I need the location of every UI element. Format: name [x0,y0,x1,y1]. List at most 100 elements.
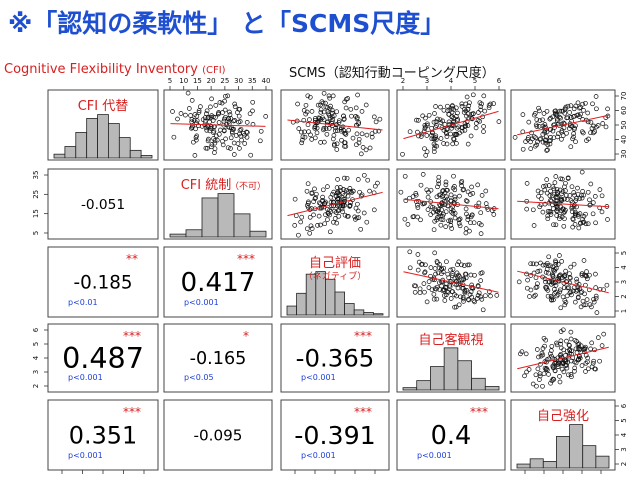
scatter-point-r3-c4 [591,358,597,364]
scatter-point-r2-c4 [579,272,585,278]
scatter-point-r0-c2 [354,116,360,122]
scatter-point-r1-c4 [552,180,558,185]
scatter-point-r1-c4 [587,197,592,203]
scatter-point-r1-c2 [358,193,364,199]
scatter-point-r1-c4 [560,206,566,212]
scatter-point-r0-c2 [367,145,373,151]
scatter-point-r0-c1 [228,146,233,151]
scatter-point-r2-c3 [459,262,464,268]
scatter-point-r0-c2 [299,129,304,135]
scatter-point-r3-c4 [548,380,553,386]
scatter-point-r0-c1 [248,152,254,158]
scatter-point-r1-c4 [545,216,551,222]
scatter-point-r0-c4 [544,129,550,135]
scatter-point-r0-c1 [225,116,231,121]
tick-label-right-r2: 3 [620,280,628,284]
diagonal-sublabel-2: （ネガティブ） [304,270,366,282]
scatter-point-r2-c4 [591,299,597,305]
scatter-point-r1-c4 [557,213,563,219]
hist-bar-v0-b8 [140,155,153,159]
scatter-point-r0-c3 [462,107,467,112]
scatter-point-r2-c4 [524,285,530,291]
scatter-point-r2-c4 [564,285,570,291]
scatter-point-r0-c2 [343,132,349,137]
trend-line-r0-c2 [287,119,383,131]
scatter-point-r3-c4 [592,366,598,372]
scatter-point-r1-c4 [605,217,610,222]
scatter-point-r0-c1 [236,113,242,119]
scatter-point-r1-c2 [307,230,313,236]
scatter-point-r1-c2 [325,206,330,212]
scatter-point-r1-c3 [475,182,481,188]
scatter-point-r3-c4 [523,351,529,357]
scatter-point-r0-c3 [430,130,435,136]
scatter-point-r0-c2 [303,111,309,117]
correlation-value-r3-c1: -0.165 [190,349,247,369]
scatter-point-r1-c2 [357,189,362,195]
scatter-point-r1-c3 [420,172,426,177]
scatter-point-r0-c4 [591,130,596,136]
scatter-point-r0-c3 [496,119,502,124]
scatter-point-r0-c1 [193,126,198,132]
scatter-point-r2-c3 [456,302,462,308]
scatter-point-r1-c2 [341,175,347,181]
scatter-point-r0-c3 [488,101,493,107]
tick-label-right-r0: 70 [620,92,628,101]
scatter-point-r0-c3 [453,131,459,137]
scatter-point-r0-c1 [244,134,250,140]
scatter-point-r1-c4 [583,211,588,217]
scatter-point-r0-c3 [491,101,496,106]
scatter-point-r3-c4 [585,359,590,365]
scatter-point-r2-c3 [424,299,430,305]
scatter-point-r1-c3 [418,182,424,188]
scatter-point-r0-c4 [605,106,610,112]
scatter-point-r3-c4 [572,365,578,371]
scatter-point-r1-c2 [320,197,325,203]
scatter-point-r1-c3 [456,220,462,226]
scatter-point-r1-c3 [440,188,446,193]
scatter-point-r0-c2 [315,102,321,108]
diagonal-label-4: 自己強化 [537,409,589,424]
p-value-r3-c2: p<0.001 [301,373,336,382]
scatter-point-r0-c2 [309,109,315,114]
scatter-point-r1-c2 [327,229,333,235]
scatter-point-r2-c3 [475,284,481,289]
scatter-point-r1-c4 [567,193,573,198]
scatter-point-r2-c4 [550,273,556,279]
scatter-point-r1-c3 [463,198,469,203]
scatter-point-r3-c4 [543,337,549,343]
scatter-point-r1-c2 [320,194,325,200]
scatter-point-r0-c1 [216,131,222,137]
scatter-point-r0-c3 [451,136,457,142]
scatter-point-r0-c1 [220,142,226,148]
scatter-point-r1-c2 [323,212,328,218]
scatter-point-r1-c3 [415,205,421,210]
scatter-point-r2-c3 [480,307,486,313]
scatter-point-r1-c2 [305,181,311,187]
scatter-point-r1-c2 [304,226,310,232]
scatter-point-r2-c3 [422,289,427,295]
scatter-point-r2-c3 [440,269,446,275]
scatter-point-r2-c3 [472,272,477,278]
scatter-point-r0-c3 [432,143,438,149]
scatter-point-r1-c3 [442,202,448,208]
scatter-point-r1-c2 [320,187,326,193]
scatter-point-r2-c4 [575,295,581,301]
scatter-point-r0-c3 [400,151,405,157]
scatter-point-r0-c3 [423,115,428,121]
scatter-point-r2-c3 [441,293,447,298]
scatter-point-r1-c3 [478,231,484,236]
scatter-point-r2-c4 [554,293,560,299]
tick-label-right-r4: 6 [620,403,628,408]
scatter-point-r0-c3 [468,133,474,139]
scatter-point-r0-c1 [211,128,217,134]
scatter-point-r0-c2 [334,128,340,133]
scatter-point-r0-c1 [171,134,177,140]
scatter-point-r1-c3 [403,198,409,204]
scatter-point-r2-c4 [579,289,585,295]
scatter-point-r1-c2 [355,208,361,214]
scatter-point-r1-c4 [579,195,585,201]
scatter-point-r1-c4 [553,174,559,179]
scatter-point-r1-c3 [435,184,440,190]
